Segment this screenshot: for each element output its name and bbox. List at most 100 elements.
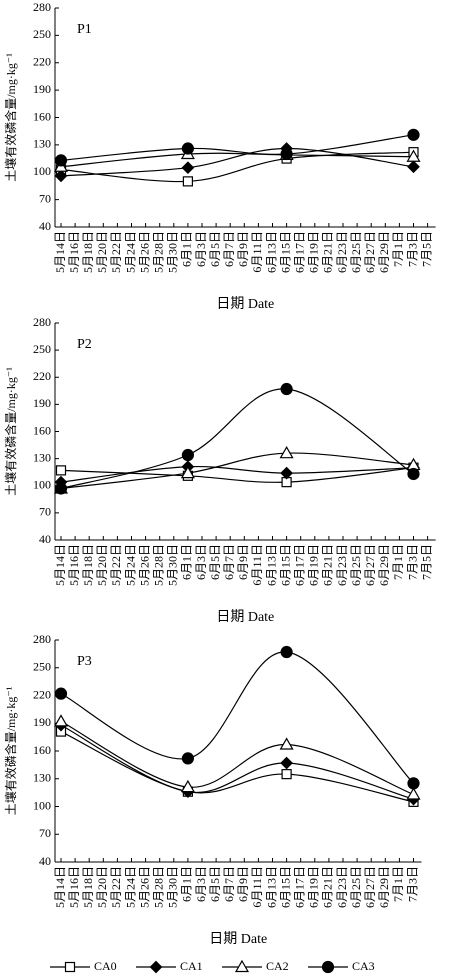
marker xyxy=(54,154,68,167)
marker xyxy=(64,961,76,973)
marker xyxy=(54,687,68,700)
x-tick-label: 6月9日 xyxy=(236,231,250,267)
y-tick-label: 130 xyxy=(33,771,51,785)
series-line xyxy=(60,720,414,796)
marker xyxy=(321,960,335,974)
x-tick-label: 6月17日 xyxy=(292,866,306,908)
y-tick-label: 190 xyxy=(33,396,51,410)
y-tick-label: 160 xyxy=(33,743,51,757)
marker xyxy=(280,645,293,659)
x-tick-label: 5月28日 xyxy=(151,544,165,586)
x-tick-label: 5月24日 xyxy=(123,866,137,908)
x-tick-label: 6月19日 xyxy=(307,544,321,586)
series-line xyxy=(60,152,414,168)
legend-label: CA0 xyxy=(94,959,117,973)
x-tick-label: 6月17日 xyxy=(292,231,306,273)
marker xyxy=(280,382,293,396)
x-tick-label: 6月27日 xyxy=(363,231,377,273)
x-tick-label: 6月7日 xyxy=(222,866,236,902)
x-tick-label: 6月13日 xyxy=(264,544,278,586)
marker xyxy=(181,142,194,155)
y-axis-title: 土壤有效磷含量/mg·kg⁻¹ xyxy=(3,367,18,496)
marker xyxy=(406,149,421,162)
x-tick-label: 5月26日 xyxy=(137,866,151,908)
panel-title: P3 xyxy=(77,654,92,669)
x-tick-label: 5月30日 xyxy=(166,866,180,908)
marker xyxy=(234,959,250,973)
y-tick-label: 70 xyxy=(39,826,51,840)
x-tick-label: 6月7日 xyxy=(222,544,236,580)
x-tick-label: 5月18日 xyxy=(81,544,95,586)
x-tick-label: 6月3日 xyxy=(194,866,208,902)
series-line xyxy=(60,147,414,177)
y-tick-label: 160 xyxy=(33,109,51,123)
legend-label: CA1 xyxy=(180,959,203,973)
marker xyxy=(279,737,294,750)
y-tick-label: 130 xyxy=(33,137,51,151)
x-tick-label: 6月11日 xyxy=(250,866,264,908)
marker xyxy=(149,960,163,974)
x-tick-label: 5月18日 xyxy=(81,231,95,273)
x-tick-label: 5月30日 xyxy=(166,544,180,586)
x-tick-label: 6月3日 xyxy=(194,231,208,267)
x-tick-label: 6月9日 xyxy=(236,544,250,580)
x-tick-label: 6月17日 xyxy=(292,544,306,586)
x-tick-label: 6月21日 xyxy=(321,544,335,586)
x-tick-label: 7月3日 xyxy=(405,866,419,902)
x-tick-label: 7月5日 xyxy=(419,231,433,267)
panel-title: P1 xyxy=(77,22,92,37)
x-tick-label: 5月18日 xyxy=(81,866,95,908)
x-tick-label: 7月1日 xyxy=(391,231,405,267)
y-tick-label: 220 xyxy=(33,369,51,383)
x-tick-label: 6月9日 xyxy=(236,866,250,902)
y-tick-label: 250 xyxy=(33,27,51,41)
x-tick-label: 6月11日 xyxy=(250,544,264,586)
y-axis-title: 土壤有效磷含量/mg·kg⁻¹ xyxy=(3,686,18,815)
y-tick-label: 100 xyxy=(33,478,51,492)
marker xyxy=(279,445,294,459)
x-tick-label: 6月23日 xyxy=(335,866,349,908)
x-tick-label: 5月24日 xyxy=(123,231,137,273)
x-tick-label: 5月16日 xyxy=(67,231,81,273)
x-tick-label: 5月20日 xyxy=(95,866,109,908)
x-axis-title: 日期 Date xyxy=(216,609,274,625)
x-tick-label: 5月20日 xyxy=(95,544,109,586)
x-tick-label: 6月23日 xyxy=(335,544,349,586)
legend-label: CA3 xyxy=(352,959,375,973)
y-tick-label: 190 xyxy=(33,715,51,729)
x-tick-label: 5月26日 xyxy=(137,544,151,586)
x-tick-label: 6月1日 xyxy=(180,231,194,267)
y-tick-label: 220 xyxy=(33,687,51,701)
y-tick-label: 250 xyxy=(33,342,51,356)
x-tick-label: 7月3日 xyxy=(405,544,419,580)
series-line xyxy=(60,731,414,803)
marker xyxy=(280,147,293,161)
x-tick-label: 5月30日 xyxy=(166,231,180,273)
x-tick-label: 5月24日 xyxy=(123,544,137,586)
x-tick-label: 6月27日 xyxy=(363,544,377,586)
y-tick-label: 250 xyxy=(33,660,51,674)
panel-title: P2 xyxy=(77,337,92,352)
marker xyxy=(181,161,195,175)
x-tick-label: 6月13日 xyxy=(264,866,278,908)
marker xyxy=(280,466,293,480)
x-axis-title: 日期 Date xyxy=(216,296,274,312)
marker xyxy=(180,779,195,793)
x-tick-label: 6月13日 xyxy=(264,231,278,273)
y-tick-label: 130 xyxy=(33,450,51,464)
x-axis-title: 日期 Date xyxy=(209,931,267,947)
series-line xyxy=(60,651,414,784)
marker xyxy=(407,467,420,481)
marker xyxy=(54,169,68,183)
y-tick-label: 280 xyxy=(33,315,51,329)
marker xyxy=(181,752,194,765)
marker xyxy=(181,448,194,462)
x-tick-label: 6月25日 xyxy=(349,231,363,273)
x-tick-label: 6月19日 xyxy=(307,231,321,273)
x-tick-label: 6月1日 xyxy=(180,866,194,902)
series-line xyxy=(60,388,414,490)
y-tick-label: 40 xyxy=(39,219,51,233)
x-tick-label: 5月20日 xyxy=(95,231,109,273)
marker xyxy=(407,777,420,790)
